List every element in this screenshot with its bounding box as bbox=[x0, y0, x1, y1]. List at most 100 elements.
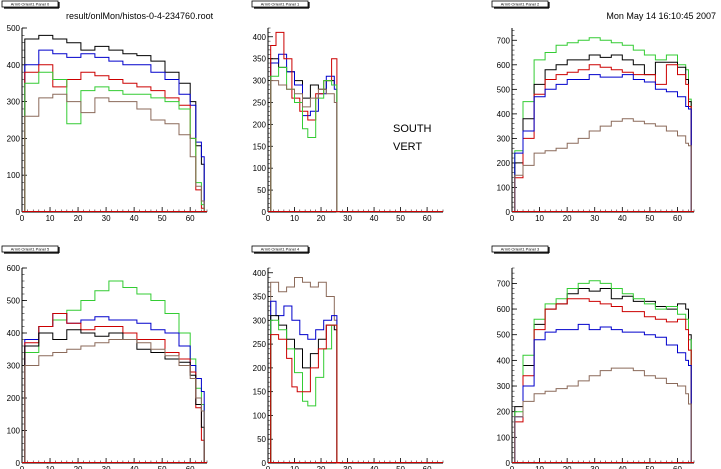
series-green bbox=[24, 280, 205, 463]
timestamp-label: Mon May 14 16:10:45 2007 bbox=[606, 11, 716, 21]
x-tick-label: 30 bbox=[590, 214, 599, 223]
x-tick-label: 50 bbox=[396, 465, 405, 469]
series-blue bbox=[24, 49, 205, 212]
series-brown bbox=[514, 118, 692, 212]
y-tick-label: 500 bbox=[7, 24, 21, 33]
y-tick-label: 200 bbox=[7, 394, 21, 403]
x-tick-label: 0 bbox=[20, 214, 25, 223]
y-tick-label: 100 bbox=[253, 164, 267, 173]
x-tick-label: 30 bbox=[590, 465, 599, 469]
x-tick-label: 60 bbox=[423, 465, 432, 469]
y-tick-label: 50 bbox=[257, 435, 266, 444]
histogram-panel: Arm0 Orient1 Panel 405010015020025030035… bbox=[251, 245, 444, 469]
y-tick-label: 400 bbox=[497, 356, 511, 365]
panel-title: Arm0 Orient1 Panel 1 bbox=[261, 2, 300, 7]
series-black bbox=[514, 288, 692, 463]
histogram-panel: Arm0 Orient1 Panel 2 0 100 200 300 400 500 600 7… bbox=[491, 0, 695, 223]
series-blue bbox=[270, 53, 340, 213]
y-tick-label: 0 bbox=[506, 459, 511, 468]
histogram-panel: Arm0 Orient1 Panel 0 0 100 200 300 400 500 0 10 2… bbox=[1, 0, 208, 223]
x-tick-label: 10 bbox=[290, 465, 299, 469]
y-tick-label: 200 bbox=[253, 120, 267, 129]
y-tick-label: 150 bbox=[253, 388, 267, 397]
series-red bbox=[24, 313, 205, 463]
x-tick-label: 10 bbox=[535, 465, 544, 469]
series-red bbox=[24, 64, 205, 212]
x-tick-label: 60 bbox=[186, 214, 195, 223]
histogram-panel: Arm0 Orient1 Panel 5 0 100 200 300 400 500 600 0… bbox=[1, 245, 208, 469]
x-tick-label: 60 bbox=[423, 214, 432, 223]
y-tick-label: 100 bbox=[497, 183, 511, 192]
y-tick-label: 100 bbox=[497, 433, 511, 442]
y-tick-label: 400 bbox=[7, 61, 21, 70]
series-brown bbox=[270, 80, 340, 213]
x-tick-label: 40 bbox=[370, 465, 379, 469]
x-tick-label: 40 bbox=[130, 465, 139, 469]
y-tick-label: 500 bbox=[497, 85, 511, 94]
series-brown bbox=[270, 277, 340, 464]
series-green bbox=[270, 319, 340, 464]
series-red bbox=[270, 31, 340, 213]
panel-annotation: SOUTH bbox=[393, 123, 432, 135]
y-tick-label: 400 bbox=[497, 110, 511, 119]
y-tick-label: 200 bbox=[7, 134, 21, 143]
panel-title-box: Arm0 Orient1 Panel 1 bbox=[251, 0, 310, 9]
series-black bbox=[270, 58, 340, 213]
x-tick-label: 10 bbox=[46, 465, 55, 469]
x-tick-label: 10 bbox=[535, 214, 544, 223]
series-black bbox=[270, 315, 340, 464]
x-tick-label: 40 bbox=[618, 214, 627, 223]
x-tick-label: 0 bbox=[510, 214, 515, 223]
x-tick-label: 60 bbox=[673, 465, 682, 469]
file-path-label: result/onlMon/histos-0-4-234760.root bbox=[66, 11, 214, 21]
y-tick-label: 500 bbox=[7, 297, 21, 306]
y-tick-label: 250 bbox=[253, 98, 267, 107]
y-tick-label: 400 bbox=[7, 329, 21, 338]
series-blue bbox=[514, 323, 692, 463]
x-tick-label: 20 bbox=[563, 214, 572, 223]
x-tick-label: 20 bbox=[317, 214, 326, 223]
panel-title-box: Arm0 Orient1 Panel 0 bbox=[1, 0, 60, 9]
y-tick-label: 300 bbox=[253, 77, 267, 86]
panel-title: Arm0 Orient1 Panel 2 bbox=[501, 2, 540, 7]
x-tick-label: 0 bbox=[266, 465, 271, 469]
y-tick-label: 350 bbox=[253, 55, 267, 64]
y-tick-label: 600 bbox=[497, 305, 511, 314]
y-tick-label: 400 bbox=[253, 269, 267, 278]
y-tick-label: 300 bbox=[497, 382, 511, 391]
y-tick-label: 150 bbox=[253, 142, 267, 151]
y-tick-label: 250 bbox=[253, 340, 267, 349]
panel-title: Arm0 Orient1 Panel 3 bbox=[501, 247, 540, 252]
x-tick-label: 0 bbox=[20, 465, 25, 469]
y-tick-label: 300 bbox=[497, 134, 511, 143]
histogram-panel: Arm0 Orient1 Panel 301002003004005006007… bbox=[491, 245, 695, 469]
x-tick-label: 50 bbox=[645, 214, 654, 223]
y-tick-label: 600 bbox=[497, 61, 511, 70]
x-tick-label: 60 bbox=[673, 214, 682, 223]
y-tick-label: 100 bbox=[7, 427, 21, 436]
series-brown bbox=[514, 367, 692, 463]
x-tick-label: 50 bbox=[645, 465, 654, 469]
y-tick-label: 300 bbox=[7, 362, 21, 371]
x-tick-label: 20 bbox=[317, 465, 326, 469]
series-red bbox=[270, 324, 340, 464]
series-black bbox=[514, 54, 692, 212]
series-brown bbox=[24, 93, 205, 212]
y-tick-label: 600 bbox=[7, 264, 21, 273]
y-tick-label: 700 bbox=[497, 279, 511, 288]
y-tick-label: 0 bbox=[16, 459, 21, 468]
x-tick-label: 20 bbox=[563, 465, 572, 469]
y-tick-label: 700 bbox=[497, 36, 511, 45]
y-tick-label: 400 bbox=[253, 33, 267, 42]
x-tick-label: 30 bbox=[102, 465, 111, 469]
panel-title: Arm0 Orient1 Panel 0 bbox=[11, 2, 50, 7]
series-blue bbox=[24, 313, 205, 463]
series-black bbox=[24, 329, 205, 463]
x-tick-label: 20 bbox=[74, 214, 83, 223]
panel-title-box: Arm0 Orient1 Panel 4 bbox=[251, 245, 310, 254]
x-tick-label: 20 bbox=[74, 465, 83, 469]
y-tick-label: 500 bbox=[497, 331, 511, 340]
y-tick-label: 200 bbox=[497, 159, 511, 168]
y-tick-label: 200 bbox=[253, 364, 267, 373]
